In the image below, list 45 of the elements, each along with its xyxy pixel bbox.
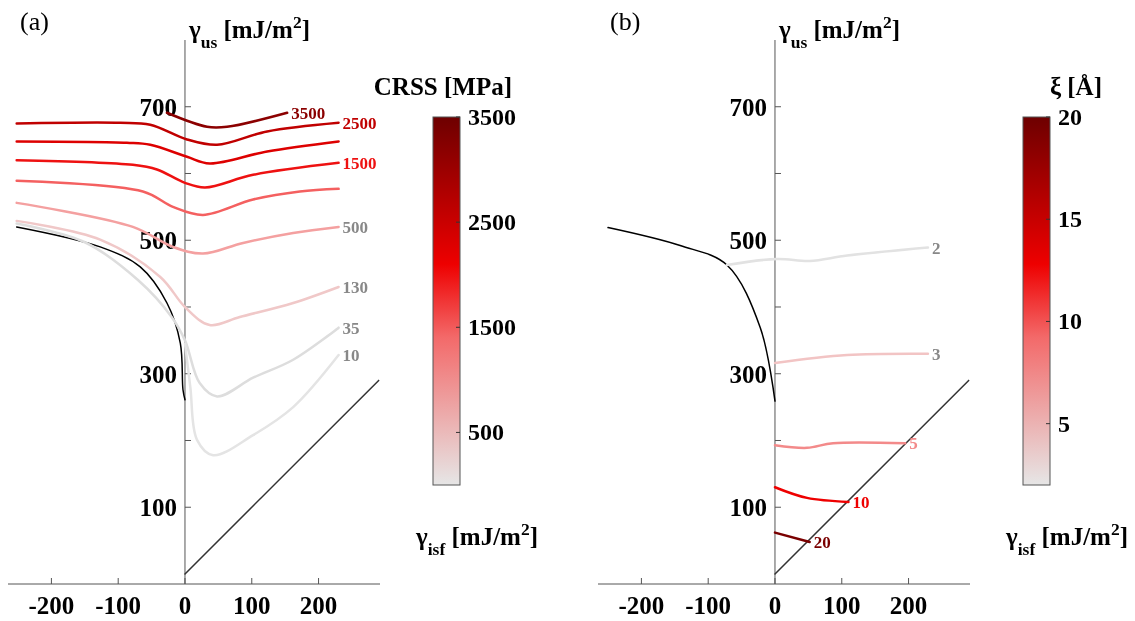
color-bar-label: 1500: [468, 314, 516, 341]
x-tick-label: 100: [823, 592, 861, 619]
color-bar-label: 2500: [468, 209, 516, 236]
color-bar-title: ξ [Å]: [1049, 73, 1102, 100]
y-axis-title: γ$_{us}$ [mJ/m$^{2}$]: [187, 12, 310, 52]
color-bar-label: 3500: [468, 104, 516, 130]
x-axis-title: γ$_{isf}$ [mJ/m$^{2}$]: [415, 519, 538, 559]
series-label: 3: [931, 344, 941, 364]
series-label: 5: [909, 434, 918, 454]
chart-title: (a): [20, 7, 49, 36]
series-label: 2500: [342, 113, 377, 133]
x-tick-label: -200: [28, 592, 75, 619]
series-label: 10: [852, 492, 870, 512]
y-tick-label: 300: [139, 360, 177, 388]
series-label: 3500: [291, 103, 326, 123]
y-axis-title: γ$_{us}$ [mJ/m$^{2}$]: [777, 12, 900, 52]
series-label: 35: [342, 318, 360, 338]
x-tick-label: 200: [889, 592, 928, 619]
y-tick-label: 500: [729, 227, 767, 255]
series-label: 10: [342, 346, 360, 366]
y-tick-label: 100: [729, 494, 767, 522]
series-label: 1500: [342, 153, 377, 173]
y-tick-label: 100: [139, 494, 177, 522]
chart-title: (b): [610, 7, 641, 36]
series-label: 500: [342, 217, 369, 237]
y-tick-label: 300: [729, 360, 767, 388]
y-tick-label: 700: [729, 93, 767, 121]
x-tick-label: -100: [95, 592, 142, 619]
x-tick-label: 0: [178, 592, 192, 619]
color-bar-label: 10: [1058, 308, 1082, 335]
color-bar-label: 500: [468, 419, 504, 446]
series-label: 2: [931, 238, 941, 258]
x-axis-title: γ$_{isf}$ [mJ/m$^{2}$]: [1005, 519, 1128, 559]
series-label: 130: [342, 277, 369, 297]
color-bar-label: 5: [1058, 410, 1070, 437]
x-tick-label: -200: [618, 592, 665, 619]
x-tick-label: 100: [233, 592, 271, 619]
color-bar-label: 15: [1058, 206, 1082, 233]
x-tick-label: -100: [685, 592, 732, 619]
x-tick-label: 0: [768, 592, 782, 619]
y-tick-label: 700: [139, 93, 177, 121]
color-bar-title: CRSS [MPa]: [373, 73, 512, 100]
x-tick-label: 200: [299, 592, 338, 619]
series-label: 20: [813, 532, 831, 552]
color-bar-label: 20: [1058, 104, 1082, 130]
